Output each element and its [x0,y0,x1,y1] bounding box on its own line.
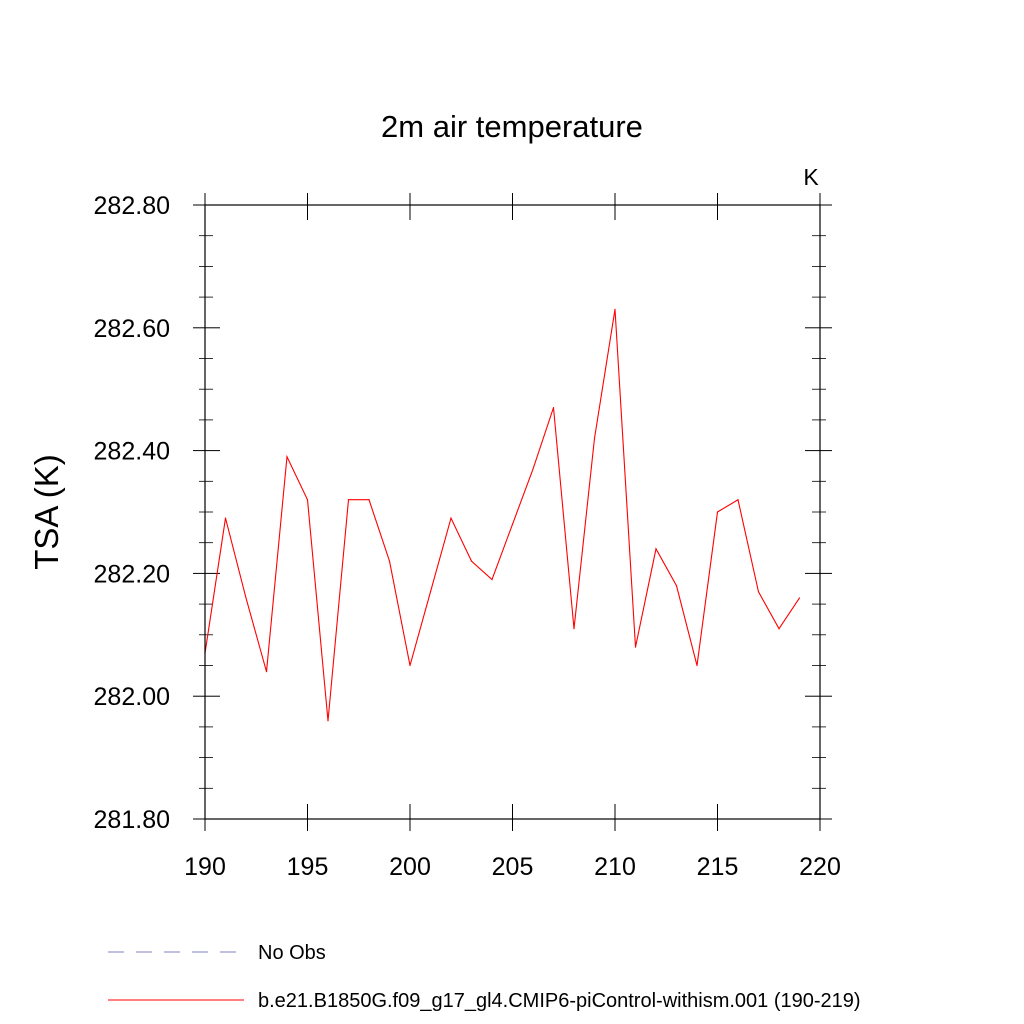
x-tick-label: 205 [492,853,534,881]
data-point [614,308,616,310]
x-tick-label: 215 [697,853,739,881]
y-tick-label: 282.60 [94,315,170,343]
y-tick-label: 282.20 [94,560,170,588]
x-tick-label: 190 [184,853,226,881]
data-point [552,407,555,409]
data-point [511,523,514,525]
data-point [245,597,247,599]
data-point [573,628,575,630]
data-point [347,499,350,501]
data-point [491,578,493,581]
legend-label-0: No Obs [258,942,326,964]
tick-labels: 190 195 200 205 210 215 220 281.80 282.00 282.20 2… [94,192,841,881]
data-point [798,597,801,599]
legend: No Obs b.e21.B1850G.f09_g17_gl4.CMIP6-piC… [108,942,861,1012]
ticks [193,193,832,831]
data-point [306,499,309,501]
data-point [757,591,760,593]
y-tick-label: 282.00 [94,683,170,711]
data-point [450,517,452,519]
y-tick-label: 282.80 [94,192,170,220]
units-label: K [803,164,819,190]
data-point [778,628,780,630]
data-point [429,591,432,593]
data-point [737,499,739,501]
data-point [593,437,596,439]
data-point [327,720,329,722]
y-tick-label: 281.80 [94,806,170,834]
data-point [286,456,288,458]
chart-title: 2m air temperature [381,109,643,144]
data-point [368,499,370,501]
y-tick-label: 282.40 [94,438,170,466]
data-point [655,548,657,550]
x-tick-label: 210 [594,853,636,881]
data-point [716,511,719,513]
y-axis-label: TSA (K) [28,454,65,570]
data-point [634,646,637,648]
series-layer [204,308,801,722]
series-line-1 [204,309,800,721]
plot-frame [204,204,821,820]
data-point [532,468,534,470]
data-point [675,585,678,587]
x-tick-label: 195 [287,853,329,881]
data-point [388,560,391,562]
legend-label-1: b.e21.B1850G.f09_g17_gl4.CMIP6-piControl… [258,990,861,1012]
data-point [224,517,227,519]
data-point [265,671,268,673]
data-point [470,560,473,562]
x-tick-label: 220 [799,853,841,881]
data-point [409,664,411,667]
x-tick-label: 200 [389,853,431,881]
data-point [696,664,698,667]
